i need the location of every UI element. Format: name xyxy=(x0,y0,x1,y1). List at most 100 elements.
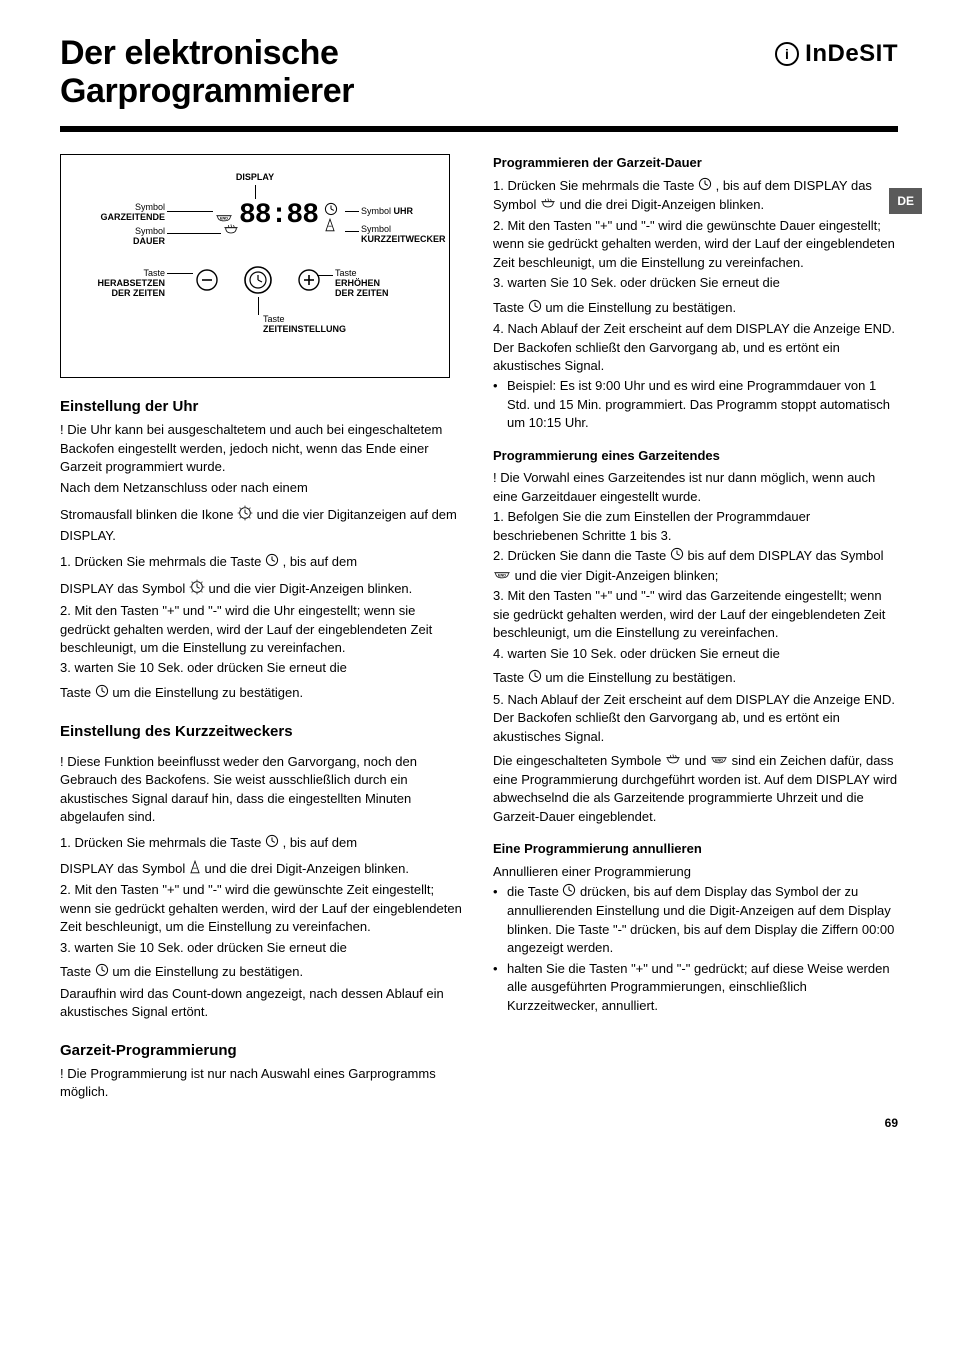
r2-p1: ! Die Vorwahl eines Garzeitendes ist nur… xyxy=(493,469,898,506)
r2-n4c: um die Einstellung zu bestätigen. xyxy=(545,670,736,685)
r3-p1: Annullieren einer Programmierung xyxy=(493,863,898,881)
right-column: Programmieren der Garzeit-Dauer 1. Drück… xyxy=(493,154,898,1104)
r2-n3: 3. Mit den Tasten "+" und "-" wird das G… xyxy=(493,587,898,642)
s2-n3c: um die Einstellung zu bestätigen. xyxy=(112,964,303,979)
r2-p2-line: Die eingeschalteten Symbole und sind ein… xyxy=(493,752,898,826)
s1-n3c: um die Einstellung zu bestätigen. xyxy=(112,685,303,700)
r2-n4a: 4. warten Sie 10 Sek. oder drücken Sie e… xyxy=(493,645,898,663)
s3-p1: ! Die Programmierung ist nur nach Auswah… xyxy=(60,1065,465,1102)
clock-button-icon xyxy=(243,265,273,295)
clock-icon xyxy=(698,177,712,196)
section-3-heading: Garzeit-Programmierung xyxy=(60,1040,465,1061)
s1-n1d: und die vier Digit-Anzeigen blinken. xyxy=(208,581,412,596)
left-column: DISPLAY 88:88 xyxy=(60,154,465,1104)
r1-n3b: Taste xyxy=(493,300,528,315)
panel-r3a: Taste xyxy=(335,268,357,278)
s1-p2b: Stromausfall blinken die Ikone xyxy=(60,507,237,522)
panel-l3a: Taste xyxy=(143,268,165,278)
s1-n1-line1: 1. Drücken Sie mehrmals die Taste , bis … xyxy=(60,553,465,572)
clock-icon xyxy=(528,299,542,318)
r3-b2: halten Sie die Tasten "+" und "-" gedrüc… xyxy=(493,960,898,1015)
r1-heading: Programmieren der Garzeit-Dauer xyxy=(493,154,898,172)
clock-icon xyxy=(562,883,576,902)
panel-l2a: Symbol xyxy=(135,226,165,236)
minus-button-icon xyxy=(195,268,219,292)
end-icon xyxy=(710,752,728,770)
r2-n2-line: 2. Drücken Sie dann die Taste bis auf de… xyxy=(493,547,898,585)
r2-n4b: Taste xyxy=(493,670,528,685)
s2-n1c: DISPLAY das Symbol xyxy=(60,861,189,876)
r2-p2a: Die eingeschalteten Symbole xyxy=(493,753,665,768)
panel-l2b: DAUER xyxy=(133,236,165,246)
brand-logo: i InDeSIT xyxy=(775,40,898,68)
clock-halo-icon xyxy=(189,579,205,600)
r3-heading: Eine Programmierung annullieren xyxy=(493,840,898,858)
panel-l1a: Symbol xyxy=(135,202,165,212)
page-title: Der elektronische Garprogrammierer xyxy=(60,34,354,110)
r2-heading: Programmierung eines Garzeitendes xyxy=(493,447,898,465)
s2-n1d: und die drei Digit-Anzeigen blinken. xyxy=(204,861,409,876)
clock-halo-icon xyxy=(237,505,253,526)
r1-n4: 4. Nach Ablauf der Zeit erscheint auf de… xyxy=(493,320,898,375)
panel-display-label: DISPLAY xyxy=(236,173,274,183)
bell-icon xyxy=(189,860,201,879)
end-icon xyxy=(493,567,511,585)
panel-b1b: ZEITEINSTELLUNG xyxy=(263,324,346,334)
panel-b1a: Taste xyxy=(263,314,285,324)
r2-n2a: 2. Drücken Sie dann die Taste xyxy=(493,548,670,563)
panel-r3b: ERHÖHEN xyxy=(335,278,380,288)
page-header: Der elektronische Garprogrammierer i InD… xyxy=(60,34,898,110)
pot-icon xyxy=(665,752,681,770)
r2-n2c: und die vier Digit-Anzeigen blinken; xyxy=(515,568,719,583)
clock-icon xyxy=(95,684,109,703)
panel-l3b: HERABSETZEN xyxy=(97,278,165,288)
r2-n1: 1. Befolgen Sie die zum Einstellen der P… xyxy=(493,508,898,545)
panel-l1b: GARZEITENDE xyxy=(100,212,165,222)
clock-icon xyxy=(670,547,684,566)
section-1-heading: Einstellung der Uhr xyxy=(60,396,465,417)
r1-b1: Beispiel: Es ist 9:00 Uhr und es wird ei… xyxy=(493,377,898,432)
s2-n3a: 3. warten Sie 10 Sek. oder drücken Sie e… xyxy=(60,939,465,957)
r2-p2b: und xyxy=(685,753,710,768)
s1-n1b: , bis auf dem xyxy=(283,554,357,569)
panel-digits: 88:88 xyxy=(239,201,318,232)
s1-n1a: 1. Drücken Sie mehrmals die Taste xyxy=(60,554,265,569)
clock-icon xyxy=(265,553,279,572)
clock-icon xyxy=(324,202,338,216)
r1-n3c: um die Einstellung zu bestätigen. xyxy=(545,300,736,315)
title-line-1: Der elektronische xyxy=(60,34,339,72)
s2-n3-line: Taste um die Einstellung zu bestätigen. xyxy=(60,963,465,982)
s2-n1b: , bis auf dem xyxy=(283,836,357,851)
r2-n4-line: Taste um die Einstellung zu bestätigen. xyxy=(493,669,898,688)
language-tab: DE xyxy=(889,188,922,214)
brand-text: InDeSIT xyxy=(805,40,898,68)
s2-n1-line2: DISPLAY das Symbol und die drei Digit-An… xyxy=(60,860,465,879)
panel-r3c: DER ZEITEN xyxy=(335,288,389,298)
clock-icon xyxy=(265,834,279,853)
s1-n2: 2. Mit den Tasten "+" und "-" wird die U… xyxy=(60,602,465,657)
r1-n1a: 1. Drücken Sie mehrmals die Taste xyxy=(493,178,698,193)
pot-icon xyxy=(223,223,239,235)
s1-n3a: 3. warten Sie 10 Sek. oder drücken Sie e… xyxy=(60,659,465,677)
r1-n3-line: Taste um die Einstellung zu bestätigen. xyxy=(493,299,898,318)
r2-n5: 5. Nach Ablauf der Zeit erscheint auf de… xyxy=(493,691,898,746)
r3-b1a: die Taste xyxy=(507,884,562,899)
panel-l3c: DER ZEITEN xyxy=(111,288,165,298)
section-2-heading: Einstellung des Kurzzeitweckers xyxy=(60,721,465,742)
s2-p1: ! Diese Funktion beeinflusst weder den G… xyxy=(60,753,465,827)
s1-n3b: Taste xyxy=(60,685,95,700)
s1-p2a: Nach dem Netzanschluss oder nach einem xyxy=(60,479,465,497)
s1-p1: ! Die Uhr kann bei ausgeschaltetem und a… xyxy=(60,421,465,476)
s1-n1-line2: DISPLAY das Symbol und die vier Digit-An… xyxy=(60,579,465,600)
r3-b1-line: die Taste drücken, bis auf dem Display d… xyxy=(493,883,898,958)
pot-icon xyxy=(540,196,556,214)
control-panel-diagram: DISPLAY 88:88 xyxy=(60,154,450,378)
s2-n3b: Taste xyxy=(60,964,95,979)
content-columns: DISPLAY 88:88 xyxy=(60,154,898,1104)
panel-r2a: Symbol xyxy=(361,224,391,234)
bell-icon xyxy=(324,218,336,232)
s2-n2: 2. Mit den Tasten "+" und "-" wird die g… xyxy=(60,881,465,936)
s1-p2-line: Stromausfall blinken die Ikone und die v… xyxy=(60,505,465,545)
s1-n1c: DISPLAY das Symbol xyxy=(60,581,189,596)
r2-n2b: bis auf dem DISPLAY das Symbol xyxy=(687,548,883,563)
